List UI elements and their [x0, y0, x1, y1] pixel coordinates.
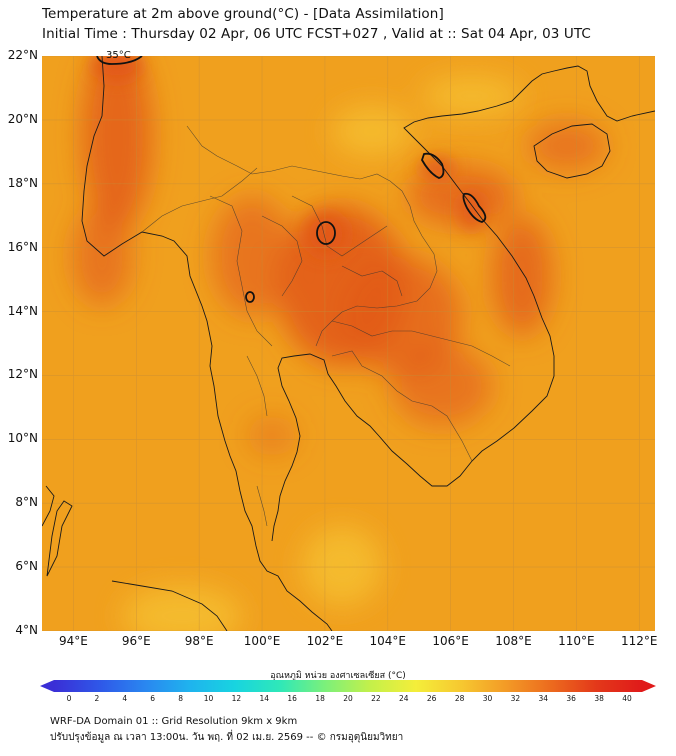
longitude-label: 104°E	[369, 634, 407, 648]
colorbar-right-arrow	[642, 680, 656, 692]
colorbar-tick-label: 16	[287, 694, 297, 703]
35c-contours	[96, 56, 487, 303]
colorbar-tick-label: 40	[622, 694, 632, 703]
colorbar-tick-label: 0	[66, 694, 72, 703]
longitude-label: 102°E	[306, 634, 344, 648]
colorbar-tick-label: 18	[315, 694, 325, 703]
graticule	[42, 56, 655, 631]
colorbar-tick-label: 36	[566, 694, 576, 703]
longitude-label: 110°E	[558, 634, 595, 648]
colorbar-tick-label: 24	[399, 694, 409, 703]
contour-label: 35°C	[106, 50, 131, 61]
colorbar-left-arrow	[40, 680, 54, 692]
colorbar-tick-label: 4	[122, 694, 128, 703]
colorbar-tick-label: 34	[538, 694, 549, 703]
colorbar-tick-label: 8	[178, 694, 183, 703]
latitude-label: 10°N	[7, 431, 38, 446]
latitude-label: 4°N	[15, 623, 38, 637]
latitude-label: 22°N	[7, 48, 38, 62]
latitude-label: 18°N	[7, 175, 38, 190]
colorbar-tick-label: 28	[454, 694, 465, 703]
footer-model-info: WRF-DA Domain 01 :: Grid Resolution 9km …	[50, 716, 298, 727]
map-title: Temperature at 2m above ground(°C) - [Da…	[42, 6, 444, 22]
footer-credit: ปรับปรุงข้อมูล ณ เวลา 13:00น. วัน พฤ. ที…	[50, 732, 404, 743]
colorbar-tick-label: 30	[482, 694, 493, 703]
longitude-label: 94°E	[58, 634, 88, 648]
colorbar-tick-label: 2	[94, 694, 100, 703]
latitude-label: 16°N	[7, 239, 38, 254]
latitude-label: 14°N	[7, 303, 38, 318]
colorbar-title: อุณหภูมิ หน่วย องศาเซลเซียส (°C)	[270, 671, 406, 681]
longitude-label: 100°E	[243, 634, 281, 648]
colorbar-tick-label: 10	[203, 694, 214, 703]
longitude-label: 96°E	[121, 634, 151, 648]
colorbar-tick-label: 32	[510, 694, 521, 703]
boundaries	[141, 125, 511, 527]
latitude-label: 20°N	[7, 111, 38, 126]
colorbar-tick-label: 38	[594, 694, 604, 703]
colorbar-tick-label: 12	[231, 694, 242, 703]
map-canvas	[42, 56, 655, 631]
longitude-label: 112°E	[621, 634, 658, 648]
hot-zones	[72, 56, 607, 456]
colorbar-tick-label: 6	[150, 694, 156, 703]
latitude-label: 8°N	[15, 495, 38, 510]
temperature-map: 35°C	[42, 50, 655, 631]
colorbar-tick-label: 14	[259, 694, 270, 703]
longitude-label: 106°E	[432, 634, 469, 648]
coastline	[42, 56, 655, 631]
colorbar-tick-label: 22	[371, 694, 381, 703]
colorbar-tick-label: 20	[343, 694, 353, 703]
longitude-label: 98°E	[184, 634, 214, 648]
cool-zones	[122, 76, 522, 631]
longitude-label: 108°E	[495, 634, 532, 648]
colorbar-tick-label: 26	[426, 694, 437, 703]
latitude-label: 6°N	[15, 559, 38, 574]
colorbar	[40, 680, 656, 692]
map-subtitle: Initial Time : Thursday 02 Apr, 06 UTC F…	[42, 26, 591, 42]
colorbar-gradient	[54, 680, 642, 692]
latitude-label: 12°N	[7, 367, 38, 382]
